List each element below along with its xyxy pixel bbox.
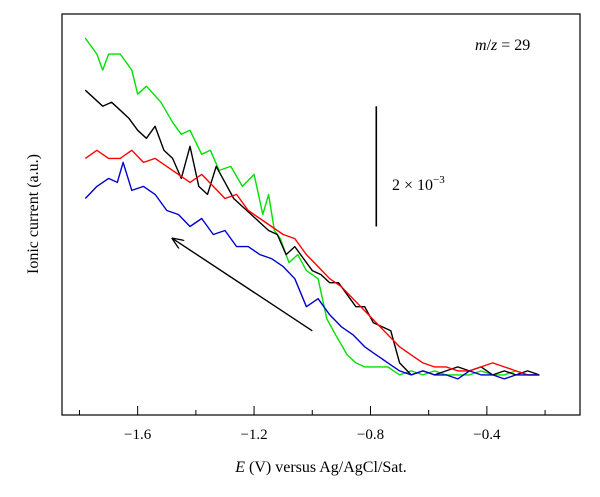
scale-bar-label: 2 × 10−3: [392, 174, 445, 194]
x-tick-label: −0.8: [357, 427, 384, 443]
plot-frame: [61, 13, 581, 416]
series-line-4: [84, 161, 540, 380]
series-line-2: [84, 89, 540, 376]
series-line-3: [84, 149, 540, 376]
x-tick-label: −0.4: [473, 427, 501, 443]
series-line-1: [84, 37, 540, 376]
series-layer: [84, 37, 540, 380]
direction-arrow: [173, 239, 313, 332]
tick-layer: −1.6 −1.2 −0.8 −0.4: [78, 406, 546, 443]
mz-annotation: m/z = 29: [475, 37, 530, 54]
x-tick-label: −1.6: [124, 427, 152, 443]
y-axis-label: Ionic current (a.u.): [25, 154, 42, 274]
x-tick-label: −1.2: [240, 427, 267, 443]
x-axis-label: E (V) versus Ag/AgCl/Sat.: [234, 459, 407, 476]
